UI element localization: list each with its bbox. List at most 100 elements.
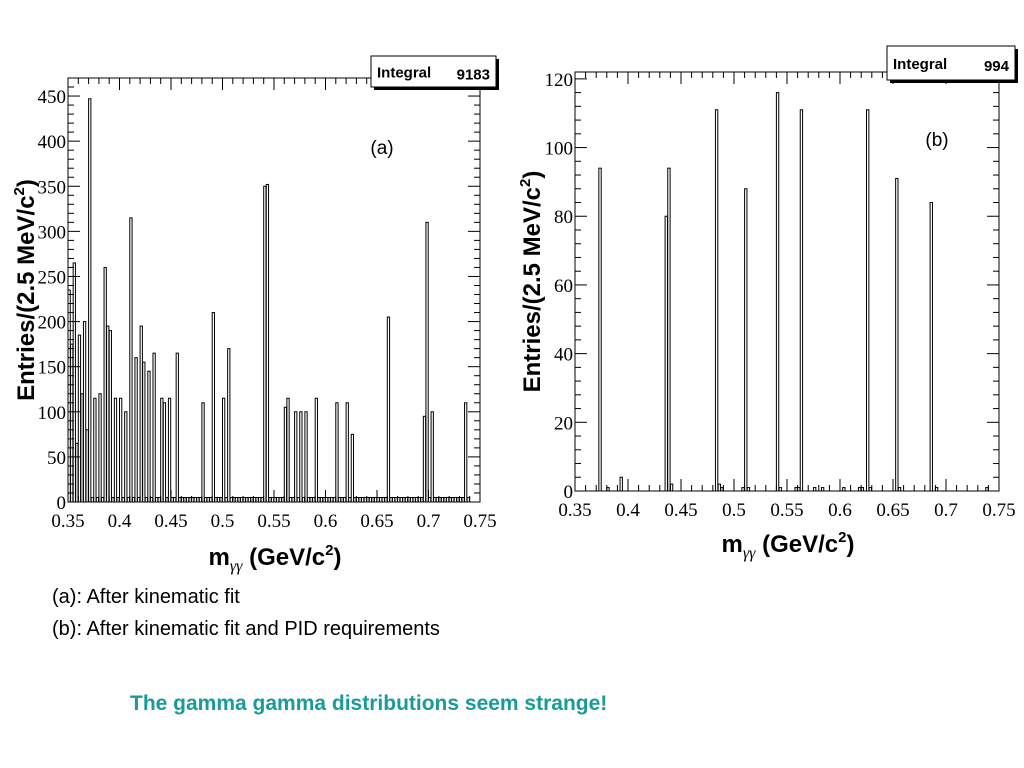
histogram-bar: [430, 411, 434, 503]
histogram-bar: [451, 496, 455, 503]
histogram-bar: [70, 343, 74, 503]
histogram-bar: [237, 496, 241, 503]
histogram-bar: [126, 496, 130, 503]
histogram-bar: [453, 496, 458, 503]
histogram-bar: [129, 217, 133, 503]
x-tick-label: 0.55: [770, 500, 803, 521]
histogram-bar: [306, 496, 311, 503]
y-axis-label-close: ): [519, 171, 546, 179]
x-axis-label-close: ): [847, 531, 855, 558]
stats-box-label: Integral: [893, 56, 947, 73]
histogram-bar: [714, 109, 719, 492]
histogram-bar: [98, 393, 102, 503]
x-tick-label: 0.35: [51, 511, 84, 532]
histogram-bar: [119, 397, 123, 503]
y-tick-label: 400: [38, 132, 67, 153]
histogram-bar: [113, 397, 118, 503]
histogram-bar: [222, 397, 226, 503]
x-tick-label: 0.4: [616, 500, 640, 521]
histogram-bar: [201, 402, 205, 503]
histogram-bar: [361, 496, 365, 503]
x-axis-label-sup: 2: [838, 529, 846, 546]
histogram-bar: [443, 496, 447, 503]
histogram-bar: [422, 415, 427, 503]
histogram-bar: [425, 221, 429, 503]
histogram-bar: [858, 487, 862, 492]
y-tick-label: 120: [545, 70, 574, 91]
x-tick-label: 0.7: [417, 511, 441, 532]
histogram-bar: [265, 183, 270, 503]
histogram-bar: [147, 370, 151, 503]
histogram-bar: [330, 496, 334, 503]
histogram-bar: [985, 487, 989, 492]
x-axis-label-close: ): [334, 544, 342, 571]
histogram-bar: [415, 496, 419, 503]
y-tick-label: 50: [47, 448, 66, 469]
y-tick-label: 100: [38, 403, 67, 424]
x-tick-label: 0.75: [982, 500, 1015, 521]
caption-b: (b): After kinematic fit and PID require…: [52, 618, 440, 640]
histogram-bar: [152, 352, 156, 503]
histogram-bar: [121, 496, 125, 503]
x-tick-label: 0.65: [876, 500, 909, 521]
panel-label: (a): [370, 138, 393, 159]
histogram-bar: [209, 496, 213, 503]
histogram-bar: [124, 411, 128, 503]
histogram-bar: [219, 496, 223, 503]
y-axis-label: Entries/(2.5 MeV/c2): [517, 171, 546, 393]
histogram-bar: [88, 98, 92, 503]
y-tick-label: 300: [38, 222, 67, 243]
histogram-bar: [420, 496, 424, 503]
histogram-bar: [461, 496, 465, 503]
histogram-bar: [227, 348, 231, 503]
histogram-bar: [106, 325, 110, 503]
x-axis-label-main: m: [209, 544, 230, 571]
histogram-bar: [183, 496, 187, 503]
histogram-bar: [80, 393, 84, 503]
y-tick-label: 350: [38, 177, 67, 198]
histogram-bar: [394, 496, 398, 503]
x-tick-label: 0.6: [314, 511, 338, 532]
histogram-bar: [314, 397, 318, 503]
histogram-bar: [820, 487, 825, 492]
x-tick-label: 0.45: [154, 511, 187, 532]
stats-box-label: Integral: [377, 65, 431, 82]
histogram-bar: [353, 496, 357, 503]
histogram-bar: [412, 496, 416, 503]
x-tick-label: 0.4: [108, 511, 132, 532]
histogram-bar: [386, 316, 391, 503]
y-axis-label-sup: 2: [517, 179, 534, 187]
histogram-bar: [137, 496, 141, 503]
histogram-bar: [291, 496, 295, 503]
histogram-bar: [598, 167, 602, 492]
x-axis-label-unit: (GeV/c: [242, 544, 325, 571]
histogram-bar: [193, 496, 197, 503]
histogram-panel-a: 0.35 0.4 0.45 0.5 0.55 0.6 0.65 0.7 0.75 0 50 100 15…: [11, 55, 499, 575]
y-tick-label: 150: [38, 358, 67, 379]
histogram-bar: [288, 496, 293, 503]
histogram-bar: [95, 496, 100, 503]
y-tick-label: 0: [564, 482, 574, 503]
histogram-bar: [404, 496, 409, 503]
histogram-bar: [142, 361, 146, 503]
histogram-bar: [85, 429, 89, 503]
histogram-bar: [348, 496, 352, 503]
histogram-bar: [111, 496, 115, 503]
y-tick-label: 200: [38, 313, 67, 334]
histogram-bar: [897, 487, 902, 492]
histogram-bar: [294, 411, 298, 503]
histogram-bar: [794, 487, 798, 492]
histogram-bar: [381, 496, 385, 503]
x-tick-label: 0.5: [722, 500, 746, 521]
histogram-bar: [464, 402, 468, 503]
histogram-bar: [178, 496, 182, 503]
histogram-bar: [322, 496, 326, 503]
x-tick-label: 0.45: [664, 500, 697, 521]
y-tick-label: 20: [554, 413, 573, 434]
y-tick-label: 80: [554, 207, 573, 228]
histogram-bar: [224, 496, 228, 503]
histogram-bar: [162, 402, 167, 503]
histogram-bar: [247, 496, 252, 503]
histogram-bar: [340, 496, 344, 503]
histogram-bar: [799, 109, 804, 492]
